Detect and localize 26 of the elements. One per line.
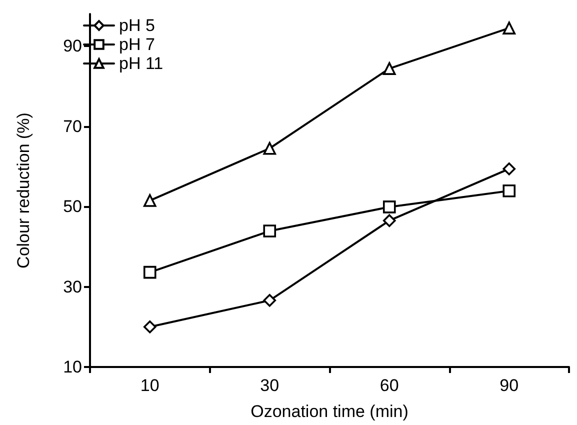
x-axis-title: Ozonation time (min) xyxy=(250,402,408,421)
x-tick-label: 60 xyxy=(380,376,399,395)
point xyxy=(502,22,516,34)
point xyxy=(382,200,396,214)
y-axis-title: Colour reduction (%) xyxy=(14,112,33,268)
y-tick-label: 10 xyxy=(63,358,82,376)
point xyxy=(143,194,156,207)
y-tick-label: 50 xyxy=(63,197,82,216)
y-tick-label: 90 xyxy=(63,36,82,56)
point xyxy=(143,266,156,279)
x-tick-label: 90 xyxy=(500,376,519,395)
point xyxy=(382,62,396,75)
x-tick-label: 10 xyxy=(140,376,160,395)
y-tick-label: 30 xyxy=(63,277,82,296)
point xyxy=(502,184,516,198)
legend-label: pH 11 xyxy=(119,54,164,73)
point xyxy=(263,224,276,238)
point xyxy=(263,294,276,307)
point xyxy=(263,142,276,155)
legend-label: pH 5 xyxy=(119,16,155,35)
legend-label: pH 7 xyxy=(119,35,155,54)
point xyxy=(382,214,396,227)
point xyxy=(502,162,516,176)
y-tick-label: 70 xyxy=(63,116,82,136)
point xyxy=(143,320,156,334)
x-tick-label: 30 xyxy=(260,376,280,395)
